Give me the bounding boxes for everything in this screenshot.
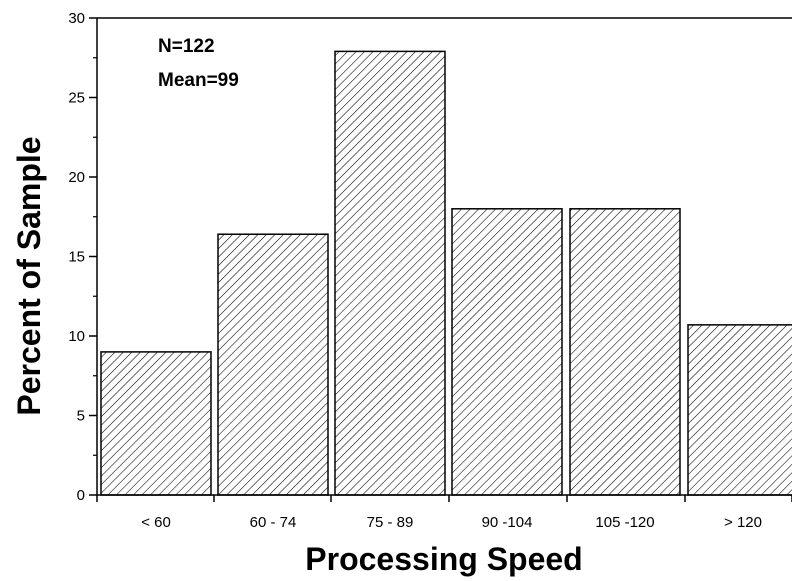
bar-2 <box>334 50 446 496</box>
y-axis-title: Percent of Sample <box>11 136 47 415</box>
annotation-mean: Mean=99 <box>158 70 239 91</box>
x-tick-label: 60 - 74 <box>250 514 297 531</box>
x-tick-label: 90 -104 <box>482 514 533 531</box>
bars-group <box>100 50 792 496</box>
x-tick-label: > 120 <box>724 514 762 531</box>
y-tick-label: 5 <box>77 408 85 425</box>
y-tick-label: 20 <box>68 169 85 186</box>
x-ticks-group: < 60 60 - 74 75 - 89 90 -104 105 -120 > 120 <box>96 495 792 531</box>
bar-5 <box>687 324 792 496</box>
y-ticks-group: 0 5 10 15 20 25 30 <box>68 10 97 504</box>
x-tick-label: 105 -120 <box>595 514 654 531</box>
y-tick-label: 15 <box>68 249 85 266</box>
annotation-n: N=122 <box>158 36 215 57</box>
bar-3 <box>451 208 563 496</box>
x-tick-label: 75 - 89 <box>367 514 414 531</box>
bar-4 <box>569 208 681 496</box>
y-tick-label: 0 <box>77 487 85 504</box>
y-tick-label: 10 <box>68 328 85 345</box>
y-tick-label: 25 <box>68 90 85 107</box>
x-axis-title: Processing Speed <box>305 541 582 577</box>
bar-1 <box>217 233 329 496</box>
y-tick-label: 30 <box>68 10 85 27</box>
bar-0 <box>100 351 212 496</box>
x-tick-label: < 60 <box>141 514 171 531</box>
